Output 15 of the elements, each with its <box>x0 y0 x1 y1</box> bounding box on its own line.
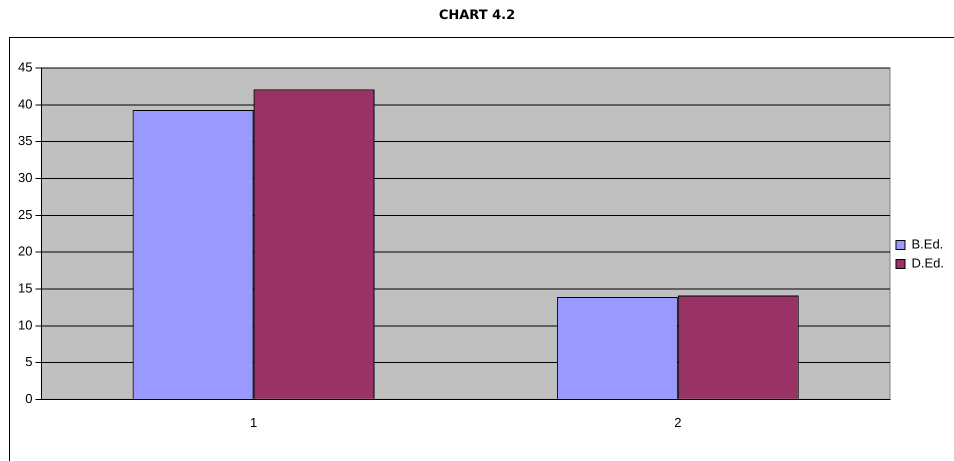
y-tick-label: 10 <box>18 317 32 332</box>
x-tick-label: 2 <box>674 414 682 430</box>
chart-title: CHART 4.2 <box>438 8 516 23</box>
legend-label: D.Ed. <box>911 256 944 271</box>
y-tick-label: 20 <box>18 244 32 259</box>
y-tick-label: 0 <box>25 390 32 406</box>
y-tick-label: 35 <box>18 133 32 148</box>
y-tick-label: 25 <box>18 206 32 222</box>
y-tick-label: 5 <box>25 354 32 370</box>
y-tick-label: 30 <box>18 170 32 186</box>
legend-label: B.Ed. <box>911 236 944 252</box>
y-tick-label: 45 <box>18 60 32 75</box>
y-tick-label: 15 <box>18 280 32 296</box>
y-tick-label: 40 <box>18 96 32 112</box>
x-tick-label: 1 <box>250 414 258 430</box>
